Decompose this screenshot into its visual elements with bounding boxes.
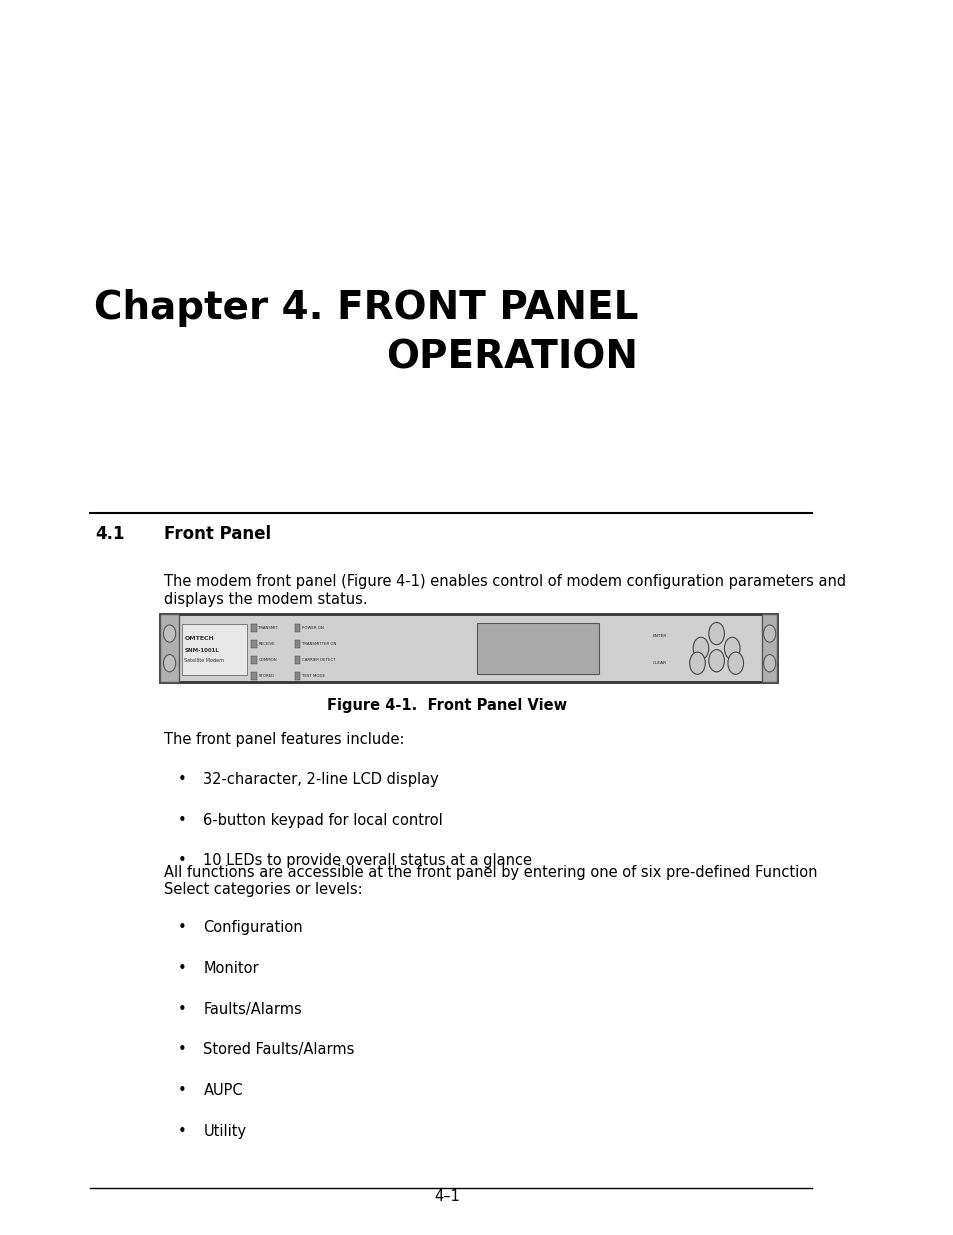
Text: CLEAR: CLEAR xyxy=(652,661,666,666)
FancyBboxPatch shape xyxy=(761,615,777,683)
Text: TRANSMIT: TRANSMIT xyxy=(258,626,277,630)
Text: •: • xyxy=(177,813,186,827)
Text: 4–1: 4–1 xyxy=(434,1189,459,1204)
Circle shape xyxy=(762,655,775,672)
Text: 6-button keypad for local control: 6-button keypad for local control xyxy=(203,813,443,827)
Text: OMTECH: OMTECH xyxy=(184,636,213,641)
Bar xyxy=(294,625,299,632)
FancyBboxPatch shape xyxy=(182,625,247,674)
Text: All functions are accessible at the front panel by entering one of six pre-defin: All functions are accessible at the fron… xyxy=(164,864,817,897)
Text: OPERATION: OPERATION xyxy=(386,338,638,377)
Bar xyxy=(251,641,256,648)
Bar xyxy=(251,673,256,679)
Circle shape xyxy=(163,625,175,642)
Text: •: • xyxy=(177,772,186,787)
Text: TEST MODE: TEST MODE xyxy=(301,674,324,678)
Text: Stored Faults/Alarms: Stored Faults/Alarms xyxy=(203,1042,355,1057)
Text: ENTER: ENTER xyxy=(652,634,666,638)
Text: Faults/Alarms: Faults/Alarms xyxy=(203,1002,302,1016)
Text: •: • xyxy=(177,920,186,935)
Text: 32-character, 2-line LCD display: 32-character, 2-line LCD display xyxy=(203,772,438,787)
Circle shape xyxy=(762,625,775,642)
Bar xyxy=(251,657,256,664)
Bar xyxy=(294,657,299,664)
Text: •: • xyxy=(177,1083,186,1098)
FancyBboxPatch shape xyxy=(160,615,179,683)
Text: COMMON: COMMON xyxy=(258,658,276,662)
Text: •: • xyxy=(177,1124,186,1139)
Circle shape xyxy=(689,652,704,674)
Text: Figure 4-1.  Front Panel View: Figure 4-1. Front Panel View xyxy=(327,698,566,713)
FancyBboxPatch shape xyxy=(160,615,777,683)
Text: Chapter 4. FRONT PANEL: Chapter 4. FRONT PANEL xyxy=(93,289,638,327)
Text: Satellite Modem: Satellite Modem xyxy=(184,658,224,663)
Text: Utility: Utility xyxy=(203,1124,247,1139)
Text: SNM-1001L: SNM-1001L xyxy=(184,648,219,653)
Bar xyxy=(294,673,299,679)
Circle shape xyxy=(708,622,723,645)
Bar xyxy=(251,625,256,632)
Circle shape xyxy=(708,650,723,672)
Text: Front Panel: Front Panel xyxy=(164,525,272,543)
Text: •: • xyxy=(177,1042,186,1057)
Circle shape xyxy=(723,637,740,659)
Text: Monitor: Monitor xyxy=(203,961,259,976)
Text: The modem front panel (Figure 4-1) enables control of modem configuration parame: The modem front panel (Figure 4-1) enabl… xyxy=(164,574,845,606)
FancyBboxPatch shape xyxy=(476,624,598,674)
Text: •: • xyxy=(177,1002,186,1016)
Text: POWER ON: POWER ON xyxy=(301,626,323,630)
Text: 10 LEDs to provide overall status at a glance: 10 LEDs to provide overall status at a g… xyxy=(203,853,532,868)
Text: •: • xyxy=(177,853,186,868)
Text: STORED: STORED xyxy=(258,674,274,678)
Text: TRANSMITTER ON: TRANSMITTER ON xyxy=(301,642,335,646)
Circle shape xyxy=(163,655,175,672)
Text: RECEIVE: RECEIVE xyxy=(258,642,274,646)
Text: 4.1: 4.1 xyxy=(94,525,124,543)
Circle shape xyxy=(727,652,742,674)
Text: •: • xyxy=(177,961,186,976)
Bar xyxy=(294,641,299,648)
Text: The front panel features include:: The front panel features include: xyxy=(164,732,404,747)
Text: Configuration: Configuration xyxy=(203,920,303,935)
Text: CARRIER DETECT: CARRIER DETECT xyxy=(301,658,335,662)
Circle shape xyxy=(693,637,708,659)
Text: AUPC: AUPC xyxy=(203,1083,243,1098)
